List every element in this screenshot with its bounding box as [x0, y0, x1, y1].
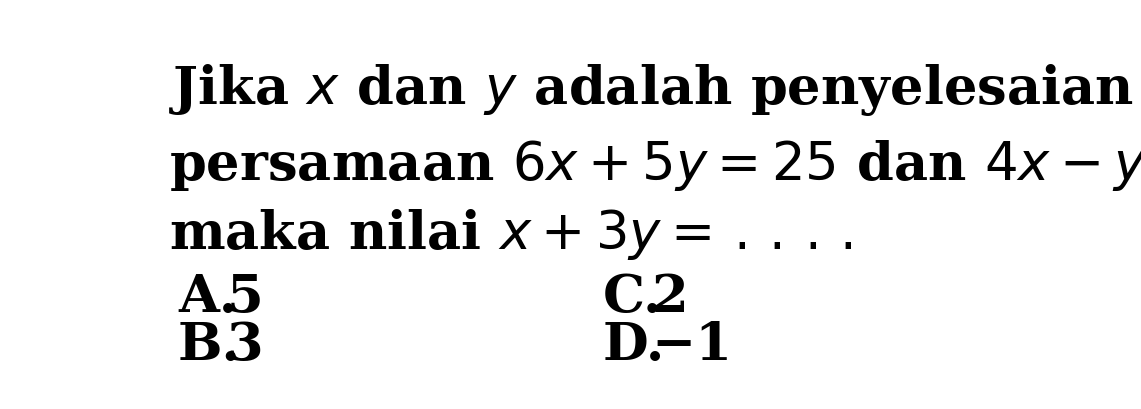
Text: A.: A. [178, 272, 237, 324]
Text: 5: 5 [227, 272, 264, 324]
Text: 3: 3 [227, 319, 264, 371]
Text: Jika $x$ dan $y$ adalah penyelesaian dari sistem: Jika $x$ dan $y$ adalah penyelesaian dar… [169, 62, 1141, 118]
Text: C.: C. [602, 272, 662, 324]
Text: 2: 2 [652, 272, 688, 324]
Text: D.: D. [602, 319, 665, 371]
Text: maka nilai $x + 3y = \,. \, . \, . \, .$: maka nilai $x + 3y = \,. \, . \, . \, .$ [169, 207, 853, 263]
Text: B.: B. [178, 319, 241, 371]
Text: persamaan $6x + 5y = 25$ dan $4x - y = 21,$: persamaan $6x + 5y = 25$ dan $4x - y = 2… [169, 138, 1141, 193]
Text: −1: −1 [652, 319, 733, 371]
